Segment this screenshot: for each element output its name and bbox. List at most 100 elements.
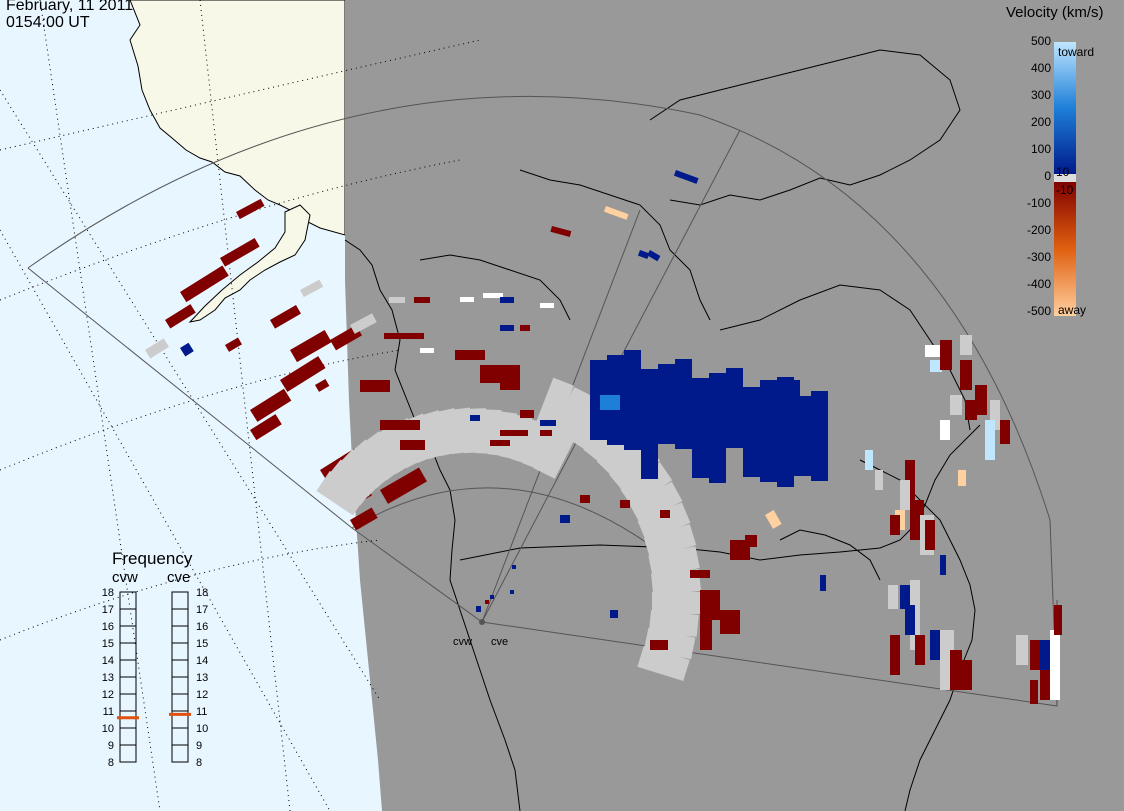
scatter-cell	[325, 459, 376, 506]
alaska-landmass	[129, 0, 346, 236]
scatter-cell	[700, 590, 720, 620]
scatter-cell	[652, 592, 700, 614]
scatter-cell	[960, 360, 972, 390]
frequency-bin	[171, 608, 189, 627]
frequency-tick-label: 13	[196, 672, 208, 684]
scatter-cell	[250, 414, 282, 441]
scatter-cell	[455, 350, 485, 360]
scatter-cell	[629, 481, 683, 525]
toward-gradient	[1054, 42, 1076, 174]
radar-label-cve: cve	[491, 636, 509, 648]
scatter-cell	[985, 420, 995, 460]
scatter-cell	[641, 369, 658, 479]
scatter-cell	[316, 470, 367, 516]
frequency-radar-cvw: cvw	[112, 569, 138, 586]
scatter-cell	[930, 630, 940, 660]
frequency-bin	[171, 659, 189, 678]
scatter-cell	[380, 467, 427, 504]
away-label: away	[1058, 303, 1087, 317]
frequency-tick-label: 11	[196, 706, 207, 718]
scatter-cell	[1030, 640, 1040, 670]
frequency-bin	[171, 744, 189, 763]
scatter-cell	[658, 364, 675, 444]
scatter-cell	[888, 585, 898, 609]
scatter-cell	[990, 400, 1000, 430]
scatter-cell	[540, 303, 554, 308]
velocity-tick-label: -100	[1026, 196, 1051, 210]
velocity-tick-label: -200	[1026, 223, 1051, 237]
scatter-cell	[299, 279, 324, 298]
scatter-cell	[905, 605, 915, 635]
frequency-bin	[171, 625, 189, 644]
scatter-cell	[975, 385, 987, 415]
scatter-cell	[648, 610, 699, 637]
scatter-cell	[930, 360, 942, 372]
scatter-cell	[500, 380, 520, 390]
scatter-cell	[600, 395, 620, 410]
frequency-tick-label: 9	[196, 740, 202, 752]
frequency-bin	[171, 727, 189, 746]
scatter-cell	[180, 342, 194, 357]
scatter-cell	[315, 379, 330, 392]
scatter-cell	[510, 590, 514, 594]
scatter-cell	[915, 635, 925, 665]
scatter-cell	[1050, 630, 1060, 670]
scatter-cell	[550, 226, 572, 237]
backscatter-cells	[145, 169, 1062, 704]
scatter-cell	[460, 297, 474, 302]
scatter-cell	[1050, 670, 1060, 700]
scatter-cell	[380, 420, 420, 430]
scatter-cell	[280, 356, 326, 392]
frequency-tick-label: 16	[102, 621, 114, 633]
scatter-cell	[950, 395, 962, 415]
scatter-cell	[651, 569, 702, 596]
frequency-tick-label: 14	[102, 655, 114, 667]
scatter-cell	[483, 293, 503, 298]
plot-date: February, 11 2011	[6, 0, 134, 14]
scatter-cell	[384, 333, 424, 339]
frequency-tick-label: 16	[196, 621, 208, 633]
scatter-cell	[647, 250, 661, 262]
scatter-cell	[470, 415, 480, 421]
scatter-cell	[512, 565, 516, 569]
scatter-cell	[520, 325, 530, 331]
frequency-tick-label: 15	[196, 638, 208, 650]
scatter-cell	[790, 410, 820, 450]
frequency-tick-label: 18	[196, 587, 208, 599]
frequency-tick-label: 12	[102, 689, 114, 701]
frequency-bin	[119, 642, 137, 661]
scatter-cell	[820, 575, 826, 591]
frequency-tick-label: 17	[102, 604, 114, 616]
scatter-cell	[745, 535, 757, 547]
lat-lon-grid	[0, 0, 481, 811]
velocity-tick-label: -10	[1056, 183, 1074, 197]
frequency-panel: 18 18 17 17 16 16 15 15 14 14 13 13 12 12 11 11 10 10 9 9 8 8	[102, 587, 209, 769]
scatter-cell	[660, 510, 670, 518]
scatter-cell	[692, 378, 709, 478]
scatter-cell	[940, 340, 952, 370]
scatter-cell	[520, 410, 534, 418]
radar-site-marker	[479, 619, 485, 625]
scatter-cell	[480, 365, 520, 383]
scatter-cell	[720, 610, 740, 634]
scatter-cell	[643, 524, 697, 560]
scatter-cell	[960, 660, 972, 690]
toward-label: toward	[1058, 45, 1095, 59]
scatter-cell	[637, 502, 691, 542]
scatter-cell	[890, 635, 900, 675]
velocity-tick-label: 0	[1044, 169, 1051, 183]
velocity-tick-label: 100	[1030, 142, 1051, 156]
frequency-tick-label: 14	[196, 655, 208, 667]
scatter-cell	[389, 297, 405, 303]
scatter-cell	[650, 640, 668, 650]
velocity-tick-label: 200	[1030, 115, 1051, 129]
frequency-tick-label: 11	[103, 706, 114, 718]
scatter-cell	[560, 515, 570, 523]
scatter-cell	[400, 440, 425, 450]
frequency-tick-label: 10	[196, 723, 208, 735]
scatter-cell	[540, 420, 556, 426]
scatter-cell	[940, 420, 950, 440]
frequency-tick-label: 8	[108, 757, 114, 769]
scatter-cell	[965, 400, 977, 420]
frequency-bin	[119, 710, 137, 729]
